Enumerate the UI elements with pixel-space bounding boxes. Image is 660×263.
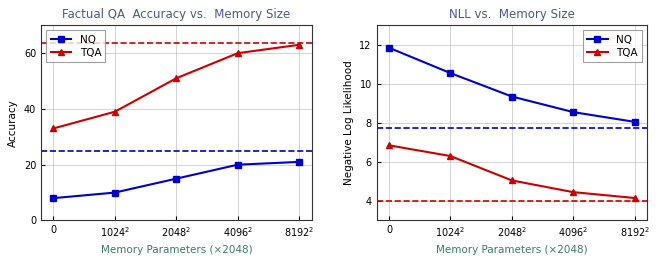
TQA bbox=[111, 110, 119, 113]
TQA bbox=[385, 144, 393, 147]
TQA bbox=[508, 179, 516, 182]
Legend: NQ, TQA: NQ, TQA bbox=[46, 31, 106, 62]
Line: TQA: TQA bbox=[50, 41, 303, 132]
NQ bbox=[446, 72, 454, 75]
TQA bbox=[50, 127, 57, 130]
NQ bbox=[570, 110, 578, 114]
TQA bbox=[295, 43, 303, 46]
Title: NLL vs.  Memory Size: NLL vs. Memory Size bbox=[449, 8, 575, 21]
Line: NQ: NQ bbox=[50, 158, 303, 202]
NQ bbox=[234, 163, 242, 166]
NQ bbox=[295, 160, 303, 164]
TQA bbox=[446, 154, 454, 158]
X-axis label: Memory Parameters (×2048): Memory Parameters (×2048) bbox=[436, 245, 587, 255]
Title: Factual QA  Accuracy vs.  Memory Size: Factual QA Accuracy vs. Memory Size bbox=[62, 8, 290, 21]
NQ bbox=[50, 196, 57, 200]
NQ bbox=[385, 46, 393, 49]
TQA bbox=[631, 196, 639, 200]
Y-axis label: Negative Log Likelihood: Negative Log Likelihood bbox=[344, 60, 354, 185]
NQ bbox=[172, 177, 180, 180]
Line: NQ: NQ bbox=[385, 44, 638, 125]
TQA bbox=[234, 52, 242, 55]
Y-axis label: Accuracy: Accuracy bbox=[9, 99, 18, 147]
X-axis label: Memory Parameters (×2048): Memory Parameters (×2048) bbox=[100, 245, 252, 255]
Line: TQA: TQA bbox=[385, 142, 638, 201]
Legend: NQ, TQA: NQ, TQA bbox=[583, 31, 642, 62]
NQ bbox=[111, 191, 119, 194]
NQ bbox=[508, 95, 516, 98]
TQA bbox=[172, 77, 180, 80]
TQA bbox=[570, 191, 578, 194]
NQ bbox=[631, 120, 639, 123]
